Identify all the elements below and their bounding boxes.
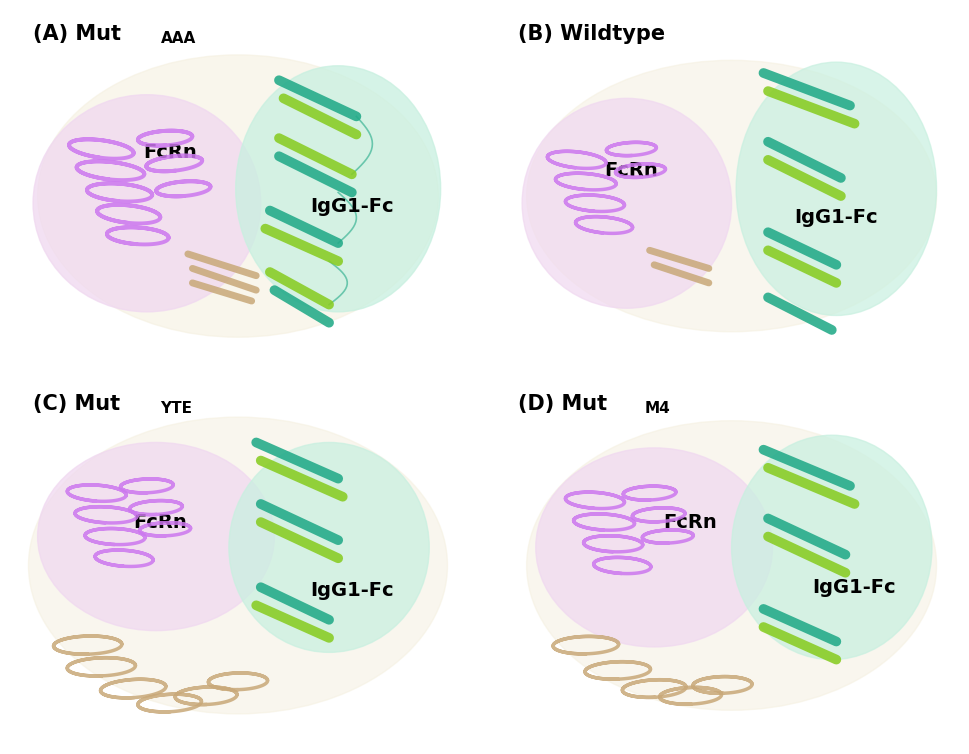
- Ellipse shape: [522, 98, 732, 308]
- Text: FcRn: FcRn: [605, 161, 658, 180]
- Ellipse shape: [38, 443, 274, 630]
- Ellipse shape: [527, 60, 936, 332]
- Text: M4: M4: [645, 401, 671, 415]
- Text: FcRn: FcRn: [134, 513, 187, 532]
- Text: IgG1-Fc: IgG1-Fc: [813, 578, 896, 596]
- Text: IgG1-Fc: IgG1-Fc: [310, 198, 393, 216]
- Text: (C) Mut: (C) Mut: [33, 394, 120, 414]
- Ellipse shape: [33, 95, 261, 312]
- Text: IgG1-Fc: IgG1-Fc: [795, 208, 878, 227]
- Ellipse shape: [38, 55, 438, 337]
- Text: FcRn: FcRn: [142, 143, 197, 162]
- Text: (A) Mut: (A) Mut: [33, 24, 121, 44]
- Text: FcRn: FcRn: [664, 513, 717, 532]
- Text: IgG1-Fc: IgG1-Fc: [310, 581, 393, 600]
- Ellipse shape: [736, 62, 936, 315]
- Ellipse shape: [28, 417, 448, 714]
- Ellipse shape: [536, 448, 772, 647]
- Ellipse shape: [732, 435, 932, 660]
- Ellipse shape: [527, 421, 936, 710]
- Text: YTE: YTE: [161, 401, 193, 415]
- Text: (D) Mut: (D) Mut: [517, 394, 607, 414]
- Ellipse shape: [229, 443, 429, 652]
- Text: (B) Wildtype: (B) Wildtype: [517, 24, 665, 44]
- Ellipse shape: [235, 66, 441, 312]
- Text: AAA: AAA: [161, 32, 196, 46]
